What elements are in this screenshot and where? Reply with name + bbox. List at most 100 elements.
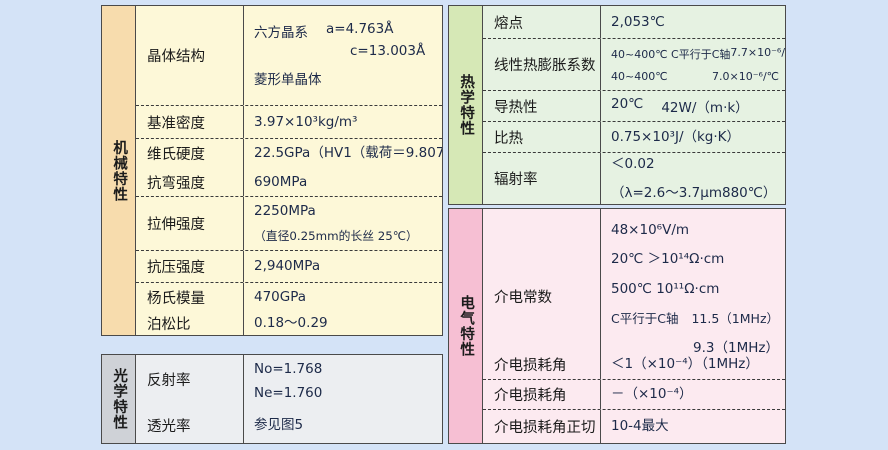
- compressive-strength-value: 2,940MPa: [254, 258, 321, 275]
- optical-category-header: 光学特性: [102, 355, 136, 443]
- row-value-flexural-strength: 690MPa: [244, 168, 442, 196]
- row-value-tensile-strength: 2250MPa （直径0.25mm的长丝 25℃）: [244, 197, 442, 250]
- lattice-a: a=4.763Å: [326, 21, 394, 38]
- emissivity-condition: （λ=2.6～3.7μm880℃）: [611, 185, 777, 201]
- thermal-expansion-line-1: 40~400℃ C平行于C轴 7.7×10⁻⁶/℃: [611, 46, 785, 62]
- density-value: 3.97×10³kg/m³: [254, 113, 358, 130]
- row-label-dielectric-loss-1: 介电损耗角: [483, 349, 601, 379]
- row-value-crystal-structure: 六方晶系 a=4.763Å c=13.003Å 菱形单晶体: [244, 6, 442, 105]
- crystal-system: 六方晶系: [254, 25, 308, 42]
- thermal-expansion-val-1: 7.7×10⁻⁶/℃: [730, 46, 786, 59]
- mechanical-category-header: 机械特性: [102, 6, 136, 335]
- table-row: 晶体结构 六方晶系 a=4.763Å c=13.003Å 菱形单晶体: [136, 6, 442, 106]
- table-row: 介电损耗角 －（×10⁻⁴）: [483, 380, 785, 410]
- table-row: 熔点 2,053℃: [483, 6, 785, 39]
- row-label-tensile-strength: 拉伸强度: [136, 197, 244, 250]
- dielectric-axis-label: C平行于C轴: [611, 310, 679, 326]
- loss-tangent-value: 10-4最大: [611, 418, 669, 435]
- row-value-dielectric-constant: 48×10⁶V/m 20℃ ＞10¹⁴Ω·cm 500℃ 10¹¹Ω·cm C平…: [601, 209, 785, 356]
- row-value-melting-point: 2,053℃: [601, 6, 785, 38]
- row-value-transmittance: 参见图5: [244, 407, 442, 443]
- row-label-thermal-conductivity: 导热性: [483, 91, 601, 121]
- row-value-loss-tangent: 10-4最大: [601, 410, 785, 443]
- row-value-emissivity: ＜0.02 （λ=2.6～3.7μm880℃）: [601, 153, 785, 204]
- table-row: 介电损耗角 ＜1（×10⁻⁴）（1MHz）: [483, 349, 785, 380]
- tensile-strength-value: 2250MPa: [254, 203, 316, 220]
- row-value-vickers-hardness: 22.5GPa（HV1（载荷＝9.807N））: [244, 139, 442, 168]
- thermal-rows: 熔点 2,053℃ 线性热膨胀系数 40~400℃ C平行于C轴 7.7×10⁻…: [483, 6, 785, 204]
- thermal-expansion-cond-1: 40~400℃ C平行于C轴: [611, 48, 731, 61]
- row-value-refractive-index: No=1.768 Ne=1.760: [244, 355, 442, 407]
- optical-properties-table: 光学特性 反射率 No=1.768 Ne=1.760 透光率 参见图5: [101, 354, 443, 444]
- table-row: 介电常数 48×10⁶V/m 20℃ ＞10¹⁴Ω·cm 500℃ 10¹¹Ω·…: [483, 209, 785, 356]
- thermal-expansion-line-2: 40~400℃ 7.0×10⁻⁶/℃: [611, 70, 779, 83]
- table-row: 导热性 20℃ 42W/（m·k）: [483, 91, 785, 122]
- lattice-c: c=13.003Å: [350, 43, 426, 60]
- thermal-category-label: 热学特性: [458, 74, 475, 136]
- volume-resistivity-500c: 500℃ 10¹¹Ω·cm: [611, 280, 720, 297]
- table-row: 拉伸强度 2250MPa （直径0.25mm的长丝 25℃）: [136, 197, 442, 251]
- vickers-hardness-value: 22.5GPa（HV1（载荷＝9.807N））: [254, 145, 443, 162]
- row-label-flexural-strength: 抗弯强度: [136, 168, 244, 196]
- row-value-thermal-conductivity: 20℃ 42W/（m·k）: [601, 91, 785, 121]
- row-label-youngs-modulus: 杨氏模量: [136, 283, 244, 311]
- table-row: 反射率 No=1.768 Ne=1.760: [136, 355, 442, 407]
- table-row: 杨氏模量 470GPa: [136, 283, 442, 311]
- row-value-density: 3.97×10³kg/m³: [244, 106, 442, 138]
- row-value-dielectric-loss-2: －（×10⁻⁴）: [601, 380, 785, 409]
- table-row: 线性热膨胀系数 40~400℃ C平行于C轴 7.7×10⁻⁶/℃ 40~400…: [483, 39, 785, 91]
- thermal-conductivity-value: 42W/（m·k）: [661, 100, 749, 116]
- mechanical-properties-table: 机械特性 晶体结构 六方晶系 a=4.763Å c=13.003Å 菱形单晶体 …: [101, 5, 443, 336]
- dielectric-value-parallel: 11.5（1MHz）: [691, 310, 779, 326]
- electrical-rows: 介电常数 48×10⁶V/m 20℃ ＞10¹⁴Ω·cm 500℃ 10¹¹Ω·…: [483, 209, 785, 443]
- dielectric-strength: 48×10⁶V/m: [611, 222, 690, 238]
- crystal-form: 菱形单晶体: [254, 71, 322, 88]
- row-value-poissons-ratio: 0.18～0.29: [244, 311, 442, 335]
- table-row: 泊松比 0.18～0.29: [136, 311, 442, 335]
- row-value-dielectric-loss-1: ＜1（×10⁻⁴）（1MHz）: [601, 349, 785, 379]
- thermal-expansion-cond-2: 40~400℃: [611, 70, 668, 83]
- row-label-crystal-structure: 晶体结构: [136, 6, 244, 105]
- flexural-strength-value: 690MPa: [254, 173, 308, 190]
- row-label-density: 基准密度: [136, 106, 244, 138]
- table-row: 抗压强度 2,940MPa: [136, 251, 442, 283]
- row-label-transmittance: 透光率: [136, 407, 244, 443]
- row-value-compressive-strength: 2,940MPa: [244, 251, 442, 282]
- table-row: 透光率 参见图5: [136, 407, 442, 443]
- table-row: 介电损耗角正切 10-4最大: [483, 410, 785, 443]
- row-label-dielectric-loss-2: 介电损耗角: [483, 380, 601, 409]
- table-row: 抗弯强度 690MPa: [136, 168, 442, 197]
- poissons-ratio-value: 0.18～0.29: [254, 314, 328, 331]
- table-row: 基准密度 3.97×10³kg/m³: [136, 106, 442, 139]
- thermal-category-header: 热学特性: [449, 6, 483, 204]
- row-label-refractive-index: 反射率: [136, 355, 244, 407]
- optical-category-label: 光学特性: [111, 368, 128, 430]
- row-label-compressive-strength: 抗压强度: [136, 251, 244, 282]
- mechanical-category-label: 机械特性: [111, 139, 128, 202]
- row-label-loss-tangent: 介电损耗角正切: [483, 410, 601, 443]
- electrical-category-header: 电气特性: [449, 209, 483, 443]
- mechanical-rows: 晶体结构 六方晶系 a=4.763Å c=13.003Å 菱形单晶体 基准密度 …: [136, 6, 442, 335]
- thermal-conductivity-temp: 20℃: [611, 96, 644, 112]
- table-row: 维氏硬度 22.5GPa（HV1（载荷＝9.807N））: [136, 139, 442, 168]
- row-label-poissons-ratio: 泊松比: [136, 311, 244, 335]
- emissivity-value: ＜0.02: [611, 155, 655, 172]
- row-value-specific-heat: 0.75×10³J/（kg·K）: [601, 122, 785, 152]
- row-label-thermal-expansion: 线性热膨胀系数: [483, 39, 601, 90]
- table-row: 辐射率 ＜0.02 （λ=2.6～3.7μm880℃）: [483, 153, 785, 204]
- row-label-specific-heat: 比热: [483, 122, 601, 152]
- row-label-melting-point: 熔点: [483, 6, 601, 38]
- refractive-index-no: No=1.768: [254, 360, 323, 377]
- refractive-index-ne: Ne=1.760: [254, 385, 323, 401]
- electrical-properties-table: 电气特性 介电常数 48×10⁶V/m 20℃ ＞10¹⁴Ω·cm 500℃ 1…: [448, 208, 786, 444]
- electrical-category-label: 电气特性: [458, 295, 475, 357]
- thermal-expansion-val-2: 7.0×10⁻⁶/℃: [712, 70, 779, 83]
- row-value-thermal-expansion: 40~400℃ C平行于C轴 7.7×10⁻⁶/℃ 40~400℃ 7.0×10…: [601, 39, 785, 90]
- dielectric-constant-parallel: C平行于C轴 11.5（1MHz）: [611, 308, 779, 327]
- volume-resistivity-20c: 20℃ ＞10¹⁴Ω·cm: [611, 251, 725, 268]
- dielectric-loss-value-2: －（×10⁻⁴）: [611, 386, 693, 403]
- row-label-dielectric-constant: 介电常数: [483, 209, 601, 349]
- transmittance-value: 参见图5: [254, 416, 304, 433]
- row-value-youngs-modulus: 470GPa: [244, 283, 442, 311]
